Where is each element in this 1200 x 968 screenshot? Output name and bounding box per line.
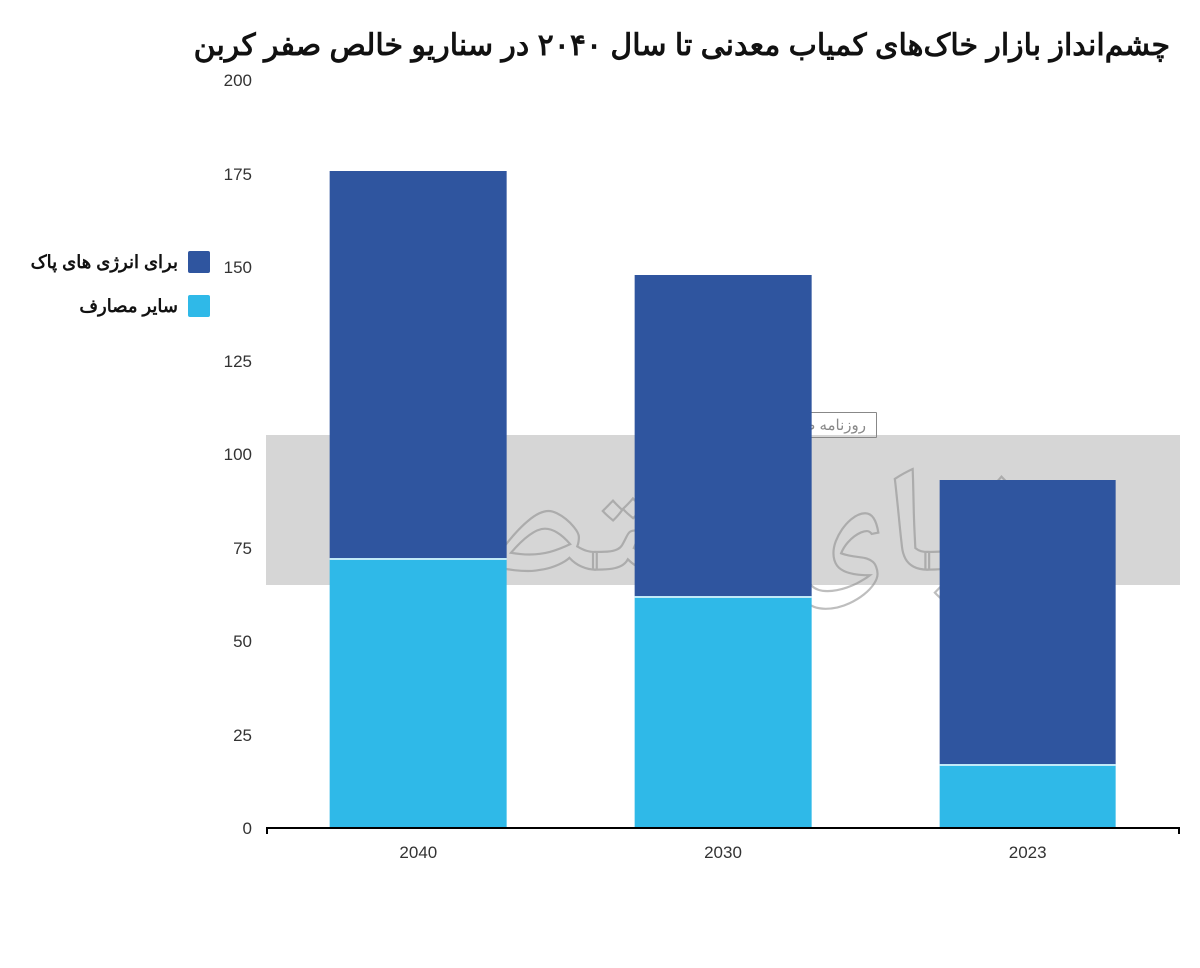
y-tick-label: 125 <box>224 352 252 372</box>
bar-segment-other-uses <box>330 558 507 827</box>
stacked-bar <box>635 275 812 827</box>
legend-label: برای انرژی های پاک <box>31 252 178 273</box>
y-tick-label: 25 <box>233 726 252 746</box>
y-tick-label: 200 <box>224 71 252 91</box>
y-tick-label: 100 <box>224 445 252 465</box>
plot-area: دنیای اقتصاد روزنامه صبح ایران <box>266 81 1180 829</box>
chart-outer: 0255075100125150175200 دنیای اقتصاد روزن… <box>210 81 1180 871</box>
bar-segment-other-uses <box>939 764 1116 827</box>
bar-segment-clean-energy <box>939 480 1116 763</box>
legend-item: سایر مصارف <box>20 295 210 317</box>
stacked-bar <box>330 171 507 827</box>
x-tick-label: 2023 <box>875 829 1180 871</box>
y-tick-label: 75 <box>233 539 252 559</box>
legend-label: سایر مصارف <box>79 296 178 317</box>
y-tick-label: 150 <box>224 258 252 278</box>
bar-segment-clean-energy <box>635 275 812 596</box>
chart-row: 0255075100125150175200 دنیای اقتصاد روزن… <box>20 81 1180 871</box>
y-axis-labels: 0255075100125150175200 <box>204 81 260 829</box>
plot: دنیای اقتصاد روزنامه صبح ایران 202320302… <box>266 81 1180 871</box>
chart-title: چشم‌انداز بازار خاک‌های کمیاب معدنی تا س… <box>20 28 1170 63</box>
x-tick-label: 2040 <box>266 829 571 871</box>
bar-segment-clean-energy <box>330 171 507 559</box>
bar-slot <box>266 81 571 827</box>
stacked-bar <box>939 480 1116 827</box>
bar-segment-other-uses <box>635 596 812 827</box>
x-axis-labels: 202320302040 <box>266 829 1180 871</box>
y-tick-label: 0 <box>243 819 252 839</box>
legend-item: برای انرژی های پاک <box>20 251 210 273</box>
x-tick-label: 2030 <box>571 829 876 871</box>
legend: برای انرژی های پاک سایر مصارف <box>20 81 210 339</box>
bar-slot <box>875 81 1180 827</box>
chart-container: چشم‌انداز بازار خاک‌های کمیاب معدنی تا س… <box>0 0 1200 968</box>
bar-slot <box>571 81 876 827</box>
y-tick-label: 175 <box>224 165 252 185</box>
y-tick-label: 50 <box>233 632 252 652</box>
bars-layer <box>266 81 1180 827</box>
